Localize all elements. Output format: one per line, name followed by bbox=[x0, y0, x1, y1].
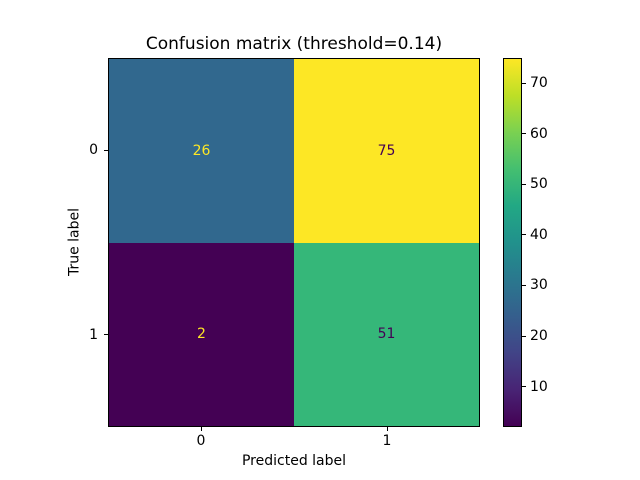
colorbar-tick-label: 30 bbox=[530, 277, 548, 294]
colorbar-tick-mark bbox=[522, 335, 526, 337]
heatmap-cell-1-1: 51 bbox=[294, 242, 479, 426]
colorbar-tick-mark bbox=[522, 284, 526, 286]
x-tick-mark bbox=[200, 427, 202, 431]
colorbar-tick-mark bbox=[522, 386, 526, 388]
x-tick-label: 1 bbox=[382, 433, 392, 449]
x-tick-label: 0 bbox=[196, 433, 206, 449]
colorbar-tick-mark bbox=[522, 183, 526, 185]
colorbar-tick-mark bbox=[522, 234, 526, 236]
heatmap-cell-0-0: 26 bbox=[109, 59, 294, 243]
colorbar-tick-label: 10 bbox=[530, 378, 548, 395]
y-tick-mark bbox=[104, 149, 108, 151]
colorbar-tick-label: 50 bbox=[530, 176, 548, 193]
colorbar-tick-label: 40 bbox=[530, 226, 548, 243]
colorbar-tick-label: 70 bbox=[530, 75, 548, 92]
cell-value: 51 bbox=[377, 326, 396, 343]
heatmap-plot: 26 75 2 51 bbox=[108, 58, 480, 427]
colorbar-tick-label: 60 bbox=[530, 125, 548, 142]
cell-value: 75 bbox=[377, 142, 396, 159]
heatmap-cell-1-0: 2 bbox=[109, 242, 294, 426]
colorbar-tick-label: 20 bbox=[530, 328, 548, 344]
x-tick-mark bbox=[386, 427, 388, 431]
y-tick-mark bbox=[104, 334, 108, 336]
heatmap-cell-0-1: 75 bbox=[294, 59, 479, 243]
cell-value: 2 bbox=[197, 326, 206, 343]
chart-title: Confusion matrix (threshold=0.14) bbox=[145, 34, 443, 54]
y-tick-label: 1 bbox=[89, 326, 98, 343]
colorbar-tick-mark bbox=[522, 82, 526, 84]
y-tick-label: 0 bbox=[89, 142, 98, 159]
cell-value: 26 bbox=[192, 142, 211, 159]
x-axis-label: Predicted label bbox=[241, 453, 347, 469]
y-axis-label-text: True label bbox=[66, 207, 83, 277]
colorbar-tick-mark bbox=[522, 133, 526, 135]
colorbar bbox=[503, 58, 522, 427]
